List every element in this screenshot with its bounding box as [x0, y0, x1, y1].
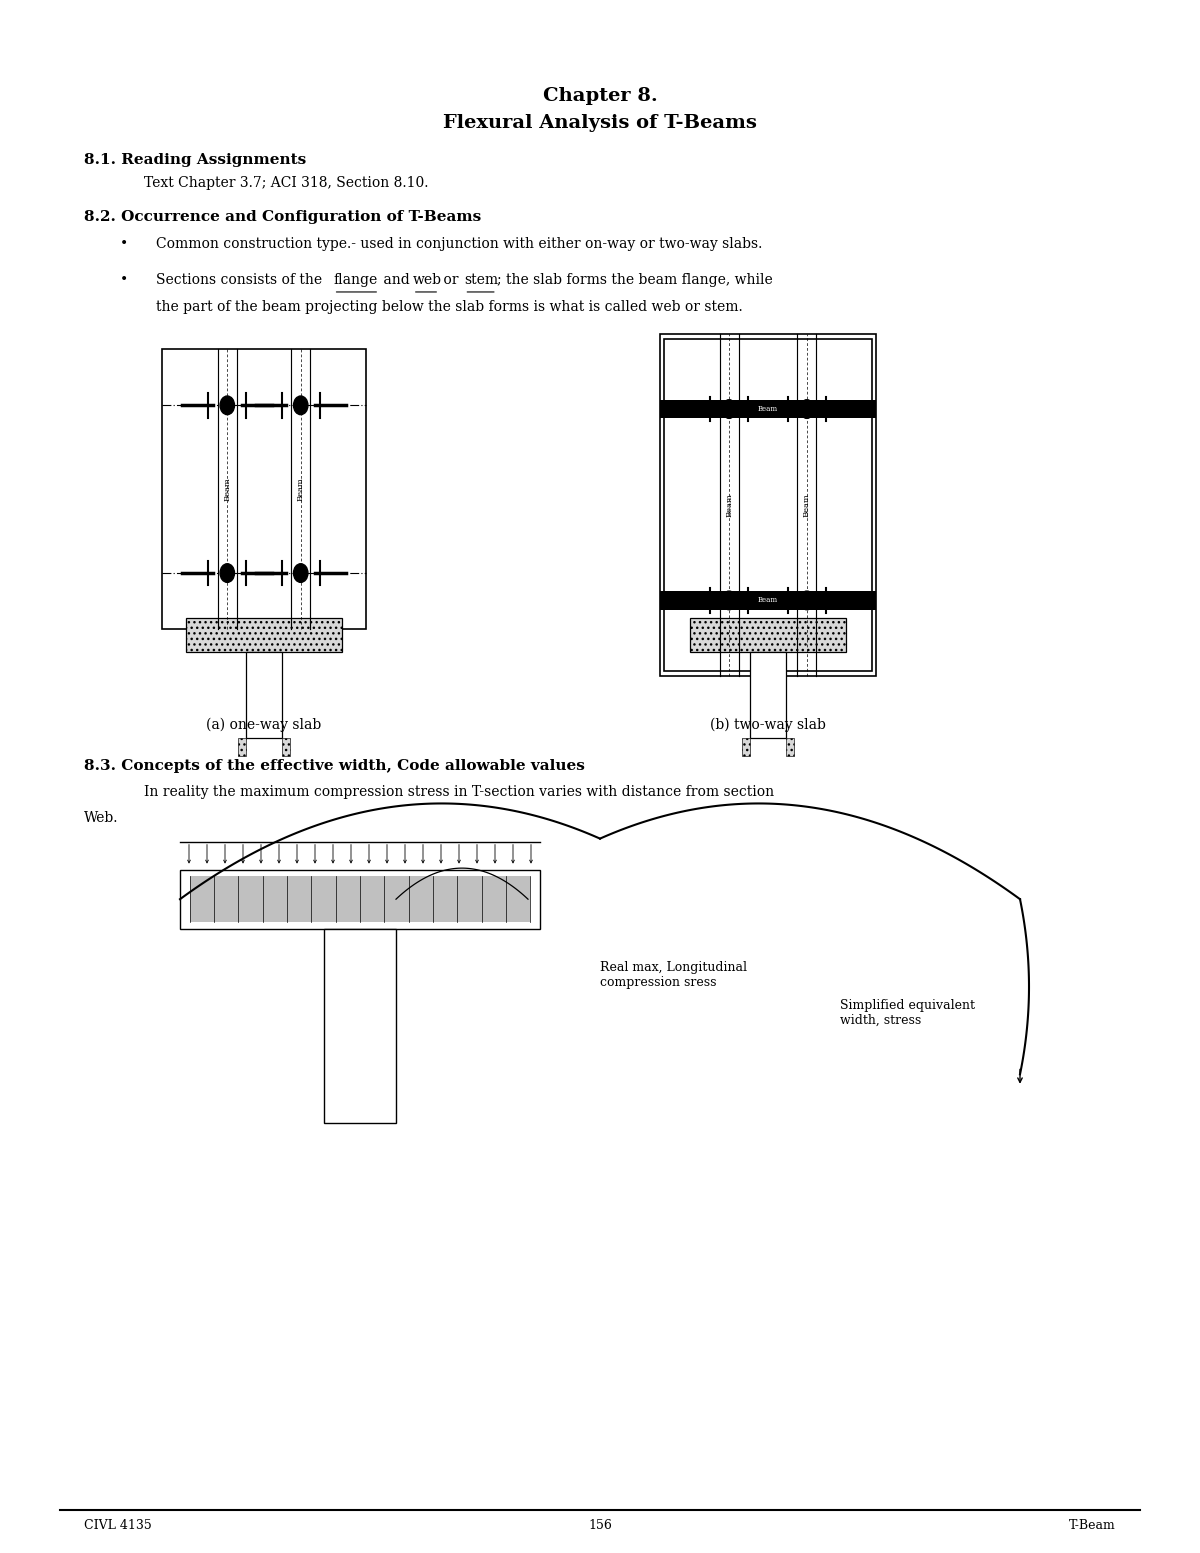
Text: Simplified equivalent
width, stress: Simplified equivalent width, stress [840, 999, 974, 1027]
Text: ; the slab forms the beam flange, while: ; the slab forms the beam flange, while [497, 272, 773, 287]
Text: 156: 156 [588, 1519, 612, 1531]
Text: Beam: Beam [725, 492, 733, 517]
Circle shape [722, 592, 737, 610]
Text: •: • [120, 272, 128, 287]
Circle shape [722, 399, 737, 418]
Bar [246, 652, 282, 738]
Text: the part of the beam projecting below the slab forms is what is called web or st: the part of the beam projecting below th… [156, 300, 743, 315]
Text: Chapter 8.: Chapter 8. [542, 87, 658, 106]
Bar [180, 870, 540, 929]
Text: Text Chapter 3.7; ACI 318, Section 8.10.: Text Chapter 3.7; ACI 318, Section 8.10. [144, 175, 428, 191]
Bar [660, 592, 876, 610]
Circle shape [799, 592, 814, 610]
Circle shape [220, 564, 234, 582]
Text: 8.2. Occurrence and Configuration of T-Beams: 8.2. Occurrence and Configuration of T-B… [84, 210, 481, 225]
Bar [750, 652, 786, 738]
Text: Real max, Longitudinal
compression sress: Real max, Longitudinal compression sress [600, 961, 746, 989]
Bar [660, 399, 876, 418]
Bar [660, 334, 876, 676]
Circle shape [294, 564, 308, 582]
Bar [786, 738, 794, 756]
Text: Web.: Web. [84, 811, 119, 826]
Text: 8.3. Concepts of the effective width, Code allowable values: 8.3. Concepts of the effective width, Co… [84, 758, 584, 773]
Text: Common construction type.- used in conjunction with either on-way or two-way sla: Common construction type.- used in conju… [156, 236, 762, 252]
Bar [186, 618, 342, 652]
Bar [324, 929, 396, 1123]
Text: (b) two-way slab: (b) two-way slab [710, 717, 826, 733]
Text: (a) one-way slab: (a) one-way slab [206, 717, 322, 733]
Text: Beam: Beam [223, 477, 232, 502]
Text: T-Beam: T-Beam [1069, 1519, 1116, 1531]
Text: flange: flange [334, 272, 378, 287]
Bar [238, 738, 246, 756]
Bar [282, 738, 290, 756]
Text: web: web [413, 272, 442, 287]
Text: 8.1. Reading Assignments: 8.1. Reading Assignments [84, 152, 306, 168]
Text: Beam: Beam [758, 405, 778, 413]
Circle shape [799, 399, 814, 418]
Text: Beam: Beam [803, 492, 811, 517]
Text: Beam: Beam [758, 596, 778, 604]
Text: stem: stem [464, 272, 498, 287]
Bar [162, 349, 366, 629]
Text: Flexural Analysis of T-Beams: Flexural Analysis of T-Beams [443, 113, 757, 132]
Text: •: • [120, 236, 128, 252]
Text: In reality the maximum compression stress in T-section varies with distance from: In reality the maximum compression stres… [144, 784, 774, 800]
Bar [664, 339, 872, 671]
Circle shape [294, 396, 308, 415]
Bar [690, 618, 846, 652]
Text: or: or [439, 272, 463, 287]
Circle shape [220, 396, 234, 415]
Text: Sections consists of the: Sections consists of the [156, 272, 326, 287]
Text: CIVL 4135: CIVL 4135 [84, 1519, 151, 1531]
Text: and: and [379, 272, 414, 287]
Bar [742, 738, 750, 756]
Text: Beam: Beam [296, 477, 305, 502]
Bar [190, 876, 530, 922]
